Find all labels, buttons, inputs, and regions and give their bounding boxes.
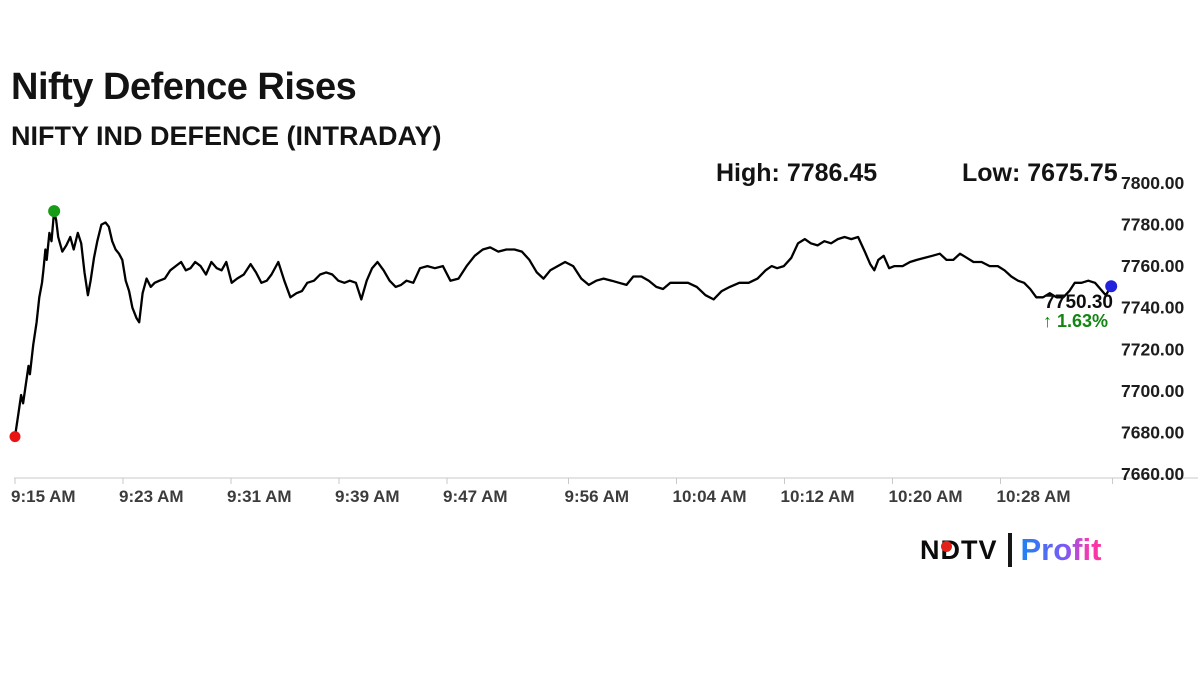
x-axis-tick-label: 10:04 AM [673,487,747,506]
index-subtitle: NIFTY IND DEFENCE (INTRADAY) [11,121,442,151]
y-axis-tick-label: 7680.00 [1121,422,1185,442]
y-axis-tick-label: 7740.00 [1121,298,1185,318]
last-marker [1105,280,1118,293]
x-axis-tick-label: 9:47 AM [443,487,508,506]
ndtv-profit-logo: NDTV Profit [920,528,1101,572]
x-axis-tick-label: 10:12 AM [781,487,855,506]
x-axis-tick-label: 9:15 AM [11,487,76,506]
logo-divider [1007,533,1012,567]
high-marker [48,205,61,218]
change-percent-label: ↑ 1.63% [1042,311,1108,331]
y-axis-tick-label: 7720.00 [1121,339,1185,359]
ndtv-wordmark: NDTV [920,534,998,565]
x-axis-tick-label: 10:20 AM [889,487,963,506]
x-axis-tick-label: 9:31 AM [227,487,292,506]
low-value-label: Low: 7675.75 [962,159,1118,187]
x-axis-tick-label: 9:23 AM [119,487,184,506]
price-line [13,210,1113,438]
x-axis-tick-label: 9:39 AM [335,487,400,506]
x-axis-tick-label: 10:28 AM [997,487,1071,506]
y-axis-tick-label: 7780.00 [1121,215,1185,235]
y-axis-tick-label: 7800.00 [1121,173,1185,193]
page-title: Nifty Defence Rises [11,66,357,108]
open-marker [9,431,21,443]
ndtv-red-dot-icon [941,541,952,552]
last-price-label: 7750.30 [1044,292,1113,313]
x-axis-tick-label: 9:56 AM [565,487,630,506]
y-axis-tick-label: 7700.00 [1121,381,1185,401]
high-value-label: High: 7786.45 [716,159,878,187]
y-axis-tick-label: 7760.00 [1121,256,1185,276]
y-axis-tick-label: 7660.00 [1121,464,1185,484]
profit-wordmark: Profit [1020,532,1102,567]
